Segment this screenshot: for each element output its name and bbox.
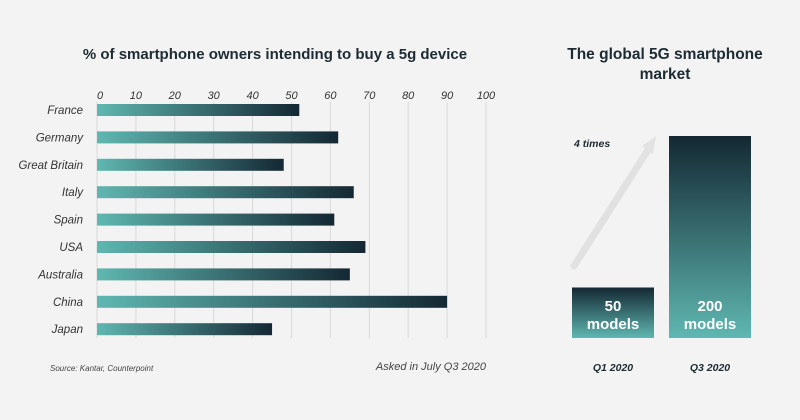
x-tick-label: 90 [441, 90, 454, 102]
category-label: Japan [51, 324, 83, 336]
growth-annotation: 4 times [573, 138, 610, 150]
market-bar-q1 [572, 287, 654, 338]
bar-germany [97, 131, 339, 144]
x-tick-label: 60 [324, 90, 337, 102]
category-label: USA [59, 242, 83, 254]
market-bar-q3 [669, 136, 751, 338]
right-chart-title: The global 5G smartphone market [567, 46, 763, 83]
x-tick-label: 0 [97, 90, 104, 102]
x-tick-label: 70 [363, 90, 376, 102]
bar-value-label: models [684, 316, 737, 333]
bar-value-label: 200 [697, 298, 722, 315]
category-label: France [47, 105, 83, 117]
bar-japan [97, 323, 273, 336]
growth-arrow-head [642, 136, 656, 154]
bar-value-label: 50 [605, 298, 622, 315]
category-label: Italy [62, 187, 84, 199]
bar-france [97, 104, 300, 116]
category-label: Great Britain [18, 160, 83, 172]
category-label: Germany [36, 132, 85, 144]
asked-note: Asked in July Q3 2020 [375, 361, 486, 373]
x-tick-label: 50 [285, 90, 298, 102]
x-tick-label: 30 [208, 90, 221, 102]
growth-arrow [570, 146, 652, 270]
left-chart-title: % of smartphone owners intending to buy … [82, 46, 468, 63]
bar-italy [97, 186, 354, 199]
bar-value-label: models [587, 316, 640, 333]
x-tick-label: 10 [130, 90, 143, 102]
bar-great-britain [97, 158, 284, 171]
bar-china [97, 295, 448, 308]
bar-usa [97, 241, 366, 253]
bar-australia [97, 268, 350, 281]
bar-spain [97, 213, 335, 226]
category-label: Spain [54, 215, 83, 227]
x-tick-label: 40 [246, 90, 259, 102]
category-label: China [53, 297, 83, 309]
source-note: Source: Kantar, Counterpoint [50, 364, 154, 373]
category-label: Q3 2020 [690, 362, 730, 374]
x-tick-label: 20 [168, 90, 182, 102]
horizontal-bar-chart: 0 10 20 30 40 50 60 70 80 90 100 France Germany Great… [18, 90, 496, 338]
x-tick-label: 100 [477, 90, 496, 102]
category-label: Australia [37, 269, 83, 281]
category-label: Q1 2020 [593, 362, 633, 374]
x-tick-label: 80 [402, 90, 415, 102]
